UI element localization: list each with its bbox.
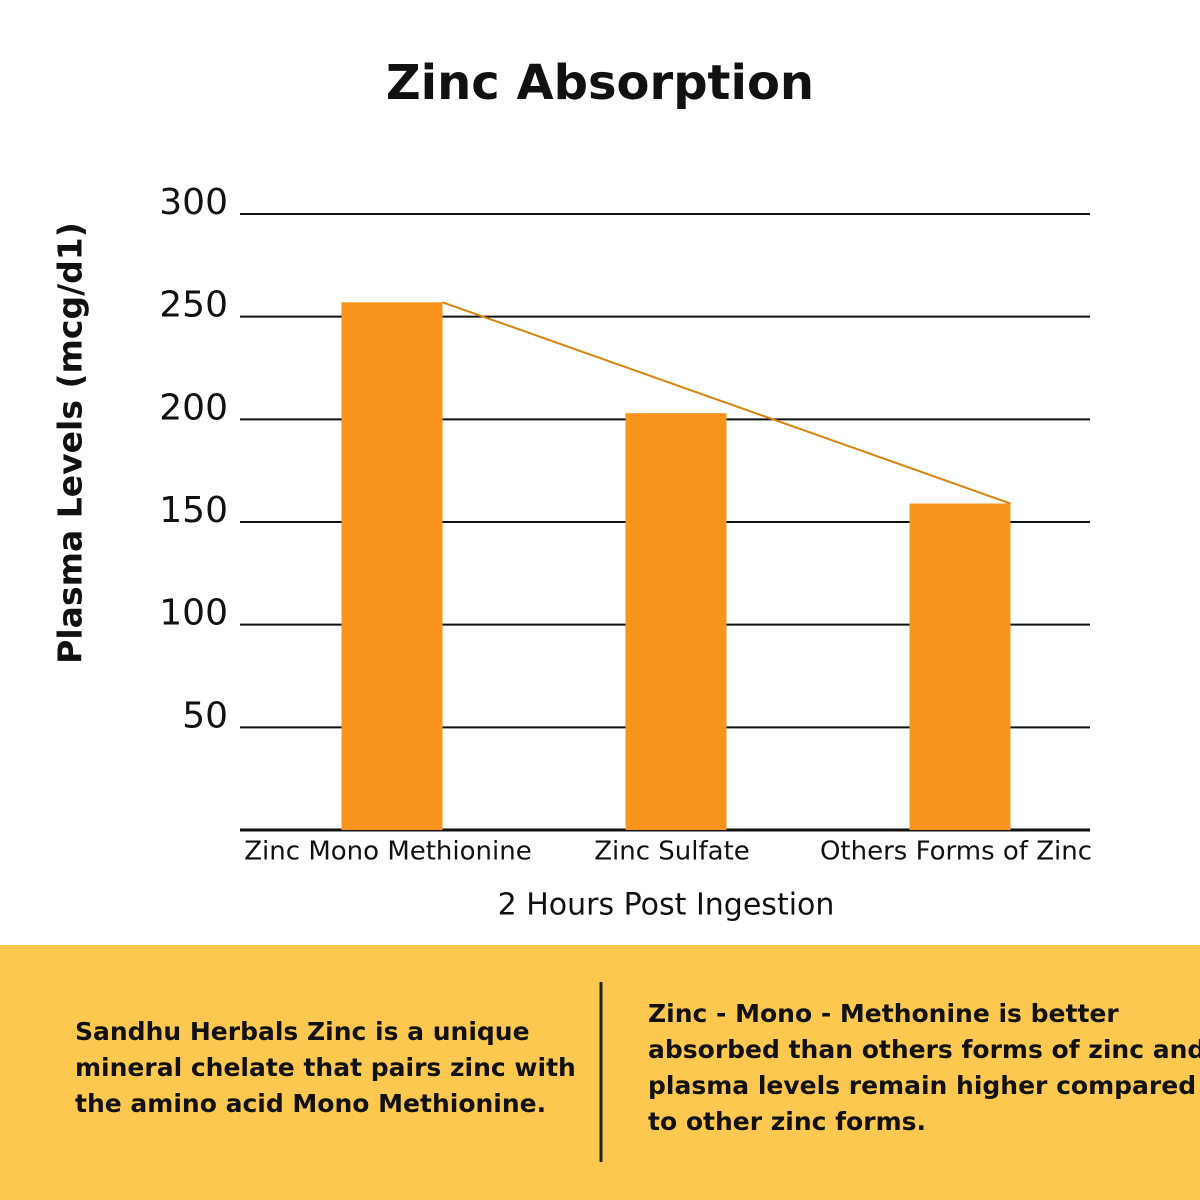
footer-left-text: mineral chelate that pairs zinc with bbox=[75, 1053, 576, 1082]
x-tick-label: Zinc Mono Methionine bbox=[244, 837, 531, 867]
y-axis-title: Plasma Levels (mcg/d1) bbox=[51, 222, 90, 664]
bar bbox=[341, 302, 443, 830]
footer-right-text: absorbed than others forms of zinc and bbox=[648, 1035, 1200, 1064]
bar bbox=[625, 413, 727, 830]
y-tick-label: 150 bbox=[159, 490, 228, 531]
trend-line bbox=[442, 301, 1011, 505]
y-tick-label: 250 bbox=[159, 285, 228, 326]
footer-right-text: Zinc - Mono - Methonine is better bbox=[648, 999, 1119, 1028]
footer-right-text: to other zinc forms. bbox=[648, 1107, 926, 1136]
y-tick-label: 50 bbox=[182, 695, 228, 736]
footer-right-text: plasma levels remain higher compared bbox=[648, 1071, 1196, 1100]
bar bbox=[909, 503, 1011, 830]
footer-left-text: the amino acid Mono Methionine. bbox=[75, 1089, 546, 1118]
y-tick-label: 100 bbox=[159, 593, 228, 634]
chart-title: Zinc Absorption bbox=[386, 55, 814, 111]
y-tick-label: 300 bbox=[159, 182, 228, 223]
y-tick-label: 200 bbox=[159, 387, 228, 428]
footer-left-text: Sandhu Herbals Zinc is a unique bbox=[75, 1017, 530, 1046]
x-axis-title: 2 Hours Post Ingestion bbox=[498, 888, 835, 923]
x-tick-label: Others Forms of Zinc bbox=[820, 837, 1092, 867]
x-tick-label: Zinc Sulfate bbox=[594, 837, 750, 867]
chart-background bbox=[0, 0, 1200, 945]
